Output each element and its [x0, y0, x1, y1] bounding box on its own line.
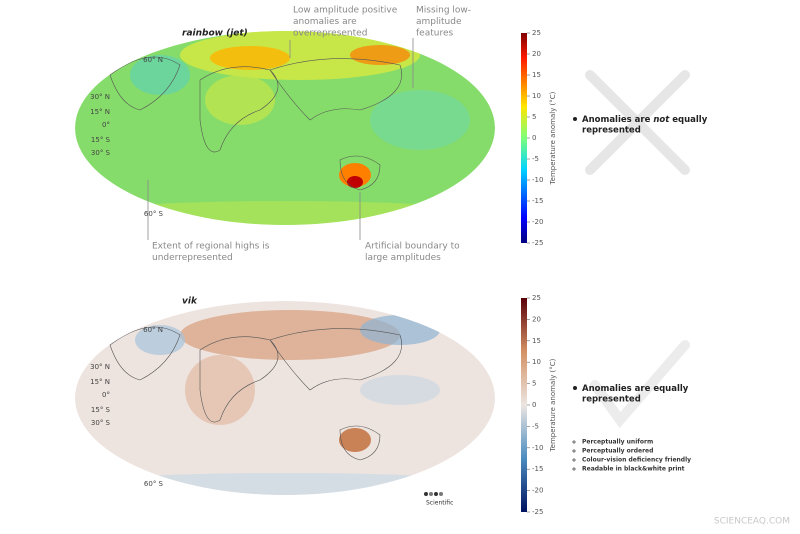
colorbar-tick-label: 20: [532, 50, 541, 58]
colorbar-tick-label: -25: [532, 239, 543, 247]
logo-dot: [439, 492, 443, 496]
colorbar-tick-label: 20: [532, 315, 541, 323]
latitude-label: 15° N: [90, 378, 110, 386]
annotation: features: [416, 29, 453, 39]
annotation: amplitude: [416, 17, 462, 27]
colorbar: [521, 33, 527, 243]
verdict-part: equally: [669, 115, 707, 125]
plus-bullet: [572, 449, 576, 453]
plus-bullet: [572, 458, 576, 462]
logo: Scientific: [426, 500, 453, 507]
colorbar-tick-label: 0: [532, 134, 536, 142]
verdict-part: Anomalies are equally: [582, 384, 689, 394]
feature: Perceptually ordered: [582, 448, 653, 455]
annotation: Extent of regional highs is: [152, 242, 270, 252]
verdict: represented: [582, 395, 641, 405]
annotation: underrepresented: [152, 253, 233, 263]
logo-dot: [429, 492, 433, 496]
check-mark: [590, 340, 690, 429]
colorbar-tick-label: -20: [532, 487, 543, 495]
annotation: Low amplitude positive: [293, 6, 398, 16]
colorbar-tick-label: -10: [532, 444, 543, 452]
map-title: vik: [182, 297, 198, 307]
colorbar-tick-label: 25: [532, 294, 541, 302]
logo-dot: [424, 492, 428, 496]
latitude-label: 30° N: [90, 93, 110, 101]
annotation: Artificial boundary to: [365, 242, 460, 252]
logo-dot: [434, 492, 438, 496]
latitude-label: 0°: [102, 121, 110, 129]
colorbar-tick-label: -5: [532, 155, 539, 163]
latitude-label: 30° N: [90, 363, 110, 371]
colorbar-tick-label: 5: [532, 380, 536, 388]
colorbar-label: Temperature anomaly (°C): [549, 91, 557, 185]
colorbar-tick-label: -20: [532, 218, 543, 226]
latitude-label: 0°: [102, 391, 110, 399]
plus-bullet: [572, 467, 576, 471]
latitude-label: 60° S: [144, 480, 164, 488]
annotation-leaders: [147, 38, 414, 240]
annotation: Missing low-: [416, 6, 471, 16]
latitude-label: 15° S: [91, 136, 111, 144]
verdict: represented: [582, 126, 641, 136]
bullet: [573, 386, 577, 390]
verdict-part: Anomalies are: [582, 115, 653, 125]
latitude-label: 15° S: [91, 406, 111, 414]
latitude-label: 60° S: [144, 210, 164, 218]
annotation: anomalies are: [293, 17, 357, 27]
latitude-label: 30° S: [91, 419, 111, 427]
plus-bullet: [572, 440, 576, 444]
colorbar-label: Temperature anomaly (°C): [549, 358, 557, 452]
map-title: rainbow (jet): [182, 29, 248, 39]
colorbar-tick-label: 0: [532, 401, 536, 409]
map-rainbow: [75, 31, 495, 225]
feature: Readable in black&white print: [582, 466, 685, 473]
annotation: large amplitudes: [365, 253, 441, 263]
latitude-label: 60° N: [143, 326, 163, 334]
latitude-label: 30° S: [91, 149, 111, 157]
colorbar-tick-label: 10: [532, 92, 541, 100]
bullet: [573, 117, 577, 121]
annotation: overrepresented: [293, 29, 367, 39]
map-vik: [75, 301, 495, 495]
verdict-part: not: [653, 115, 670, 125]
colorbar-tick-label: 10: [532, 358, 541, 366]
cross-mark: [585, 70, 690, 175]
feature: Perceptually uniform: [582, 439, 653, 446]
colorbar-tick-label: 5: [532, 113, 536, 121]
colorbar-tick-label: -15: [532, 465, 543, 473]
watermark: SCIENCEAQ.COM: [714, 517, 790, 527]
colorbar-tick-label: -10: [532, 176, 543, 184]
latitude-label: 15° N: [90, 108, 110, 116]
colorbar-tick-label: -25: [532, 508, 543, 516]
latitude-label: 60° N: [143, 56, 163, 64]
verdict: Anomalies are equally: [582, 384, 689, 394]
colorbar-tick-label: -5: [532, 422, 539, 430]
colorbar-tick-label: -15: [532, 197, 543, 205]
colorbar-tick-label: 15: [532, 337, 541, 345]
feature: Colour-vision deficiency friendly: [582, 457, 691, 464]
verdict: Anomalies are not equally: [582, 115, 708, 125]
colorbar-tick-label: 15: [532, 71, 541, 79]
colorbar: [521, 298, 527, 512]
colorbar-tick-label: 25: [532, 29, 541, 37]
